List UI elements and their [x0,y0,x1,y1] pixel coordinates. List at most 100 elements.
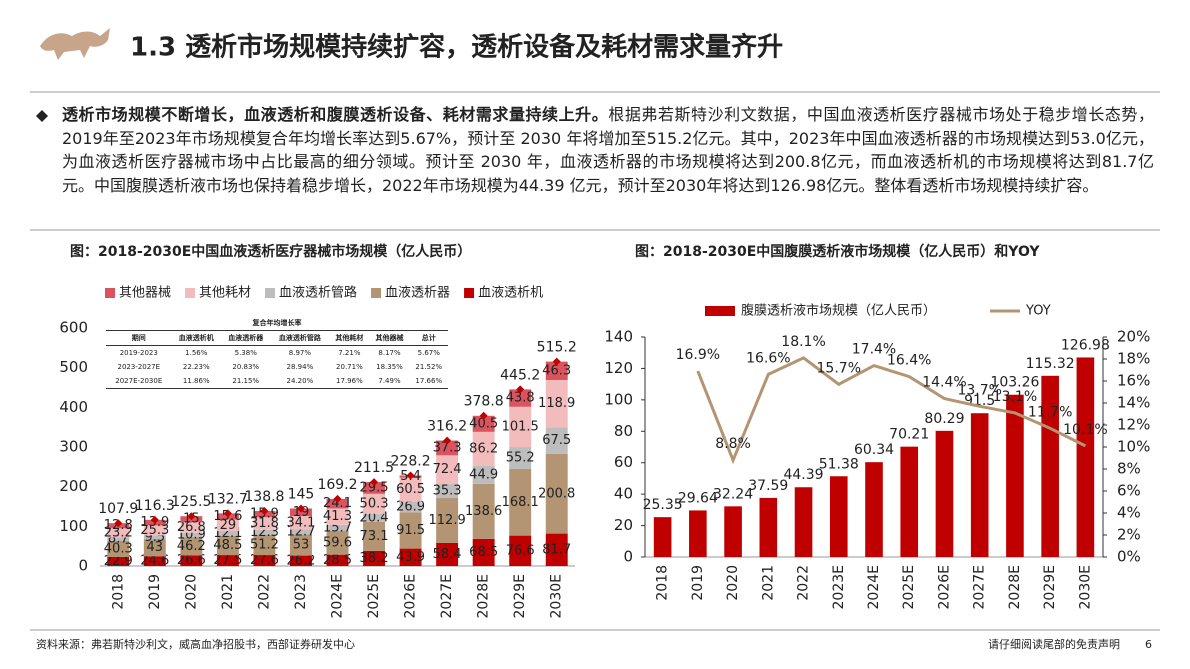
x-tick-label: 2024E [330,574,346,618]
data-label: 101.5 [502,419,539,434]
x-tick-label: 2025E [901,565,917,609]
bar-segment [436,498,459,543]
table-title: 复合年均增长率 [106,316,448,331]
table-cell: 17.96% [329,374,370,389]
table-cell: 2027E-2030E [106,374,172,389]
data-label: 53 [293,538,310,553]
bar-segment [509,406,532,448]
total-marker [479,411,488,420]
data-label: 72.4 [433,462,462,477]
bar [900,446,919,557]
x-tick-label: 2028E [476,574,492,618]
x-tick-label: 2028E [1007,565,1023,609]
bar-segment [436,484,459,499]
bar [724,506,742,557]
x-tick-label: 2029E [1042,565,1058,609]
bar-segment [143,525,166,536]
bar-segment [509,447,532,469]
x-tick-label: 2021 [760,565,776,601]
bar-segment [143,556,166,566]
bar-segment [180,537,203,556]
y-tick-label: 200 [59,477,88,495]
bar-segment [290,534,312,556]
y2-tick-label: 20% [1117,328,1150,346]
x-tick-label: 2027E [439,574,455,618]
bar-segment [216,535,239,556]
line-label: 11.7% [1028,404,1072,420]
y-tick-label: 140 [604,328,633,346]
x-tick-label: 2019 [690,565,706,601]
data-label: 118.9 [538,396,575,411]
legend-label: 其他器械 [119,286,171,301]
table-cell: 21.52% [415,363,443,371]
bar-segment [363,493,385,514]
bar-segment [509,468,532,536]
total-label: 169.2 [317,477,357,493]
table-header-row: 期间 血液透析机 血液透析器 血液透析管路 其他耗材 其他器械 总计 [106,330,448,346]
data-label: 51.38 [819,456,859,472]
data-label: 44.39 [783,467,823,483]
total-label: 228.2 [391,453,431,469]
legend-label: 血液透析机 [478,286,543,301]
data-label: 67.5 [542,433,571,448]
data-label: 68.5 [469,545,498,560]
data-label: 115.32 [1026,356,1075,372]
bar-segment [180,555,203,566]
x-tick-label: 2029E [512,574,528,618]
data-label: 55.2 [506,450,535,465]
total-marker [443,436,452,445]
table-cell: 7.49% [369,374,410,389]
table-cell: 2023-2027E [117,363,161,371]
x-tick-label: 2030E [549,574,565,618]
bar [794,487,813,557]
bar-segment [290,516,312,530]
data-label: 25.35 [643,497,683,513]
data-label: 60.34 [854,442,894,458]
bar-segment [143,535,166,540]
table-cell: 20.83% [232,363,260,371]
bar-segment [472,415,495,432]
bar [689,510,707,557]
data-label: 168.1 [502,495,539,510]
bar-segment [436,440,459,456]
logo [40,28,110,60]
bar-segment [363,482,385,494]
bar [829,476,848,557]
legend-swatch [464,288,475,298]
table-header-cell: 其他器械 [369,330,410,346]
y-tick-label: 120 [604,359,633,377]
data-label: 38.2 [360,551,389,566]
y-tick-label: 400 [59,398,88,416]
total-marker [114,519,123,528]
bar [759,497,778,557]
y2-tick-label: 6% [1117,482,1141,500]
data-label: 27.6 [250,553,279,568]
total-label: 145 [288,486,315,502]
bar [1006,394,1024,557]
table-cell: 8.17% [378,349,401,357]
x-tick-label: 2026E [403,574,419,618]
data-label: 25.3 [140,523,169,538]
table-header-cell: 血液透析机 [171,330,222,346]
disclaimer: 请仔细阅读尾部的免责声明 [988,637,1120,651]
x-tick-label: 2026E [936,565,952,609]
data-label: 37.59 [748,478,788,494]
data-label: 50.3 [360,496,389,511]
line-label: 10.1% [1063,422,1107,438]
legend-swatch [705,306,735,316]
bar-segment [399,512,422,549]
table-row: 2019-2023 1.56% 5.38% 8.97% 7.21% 8.17% 5.67% [106,346,448,361]
data-label: 126.98 [1061,337,1110,353]
slide-title: 1.3 透析市场规模持续扩容，透析设备及耗材需求量齐升 [130,32,783,63]
total-marker [333,494,342,503]
bar-segment [253,534,276,556]
bar [1041,375,1059,557]
bar-segment [107,528,130,538]
x-tick-label: 2023 [293,574,309,610]
table-caption-row: 复合年均增长率 [106,316,448,331]
data-label: 29.5 [360,480,389,495]
data-label: 76.6 [506,543,535,558]
bar-segment [107,556,130,566]
data-label: 48.5 [213,538,242,553]
data-label: 70.21 [889,427,929,443]
